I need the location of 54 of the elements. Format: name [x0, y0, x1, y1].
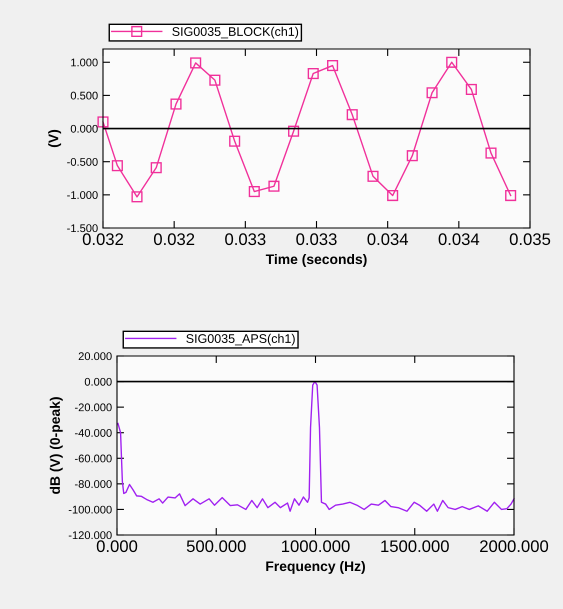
point	[170, 98, 182, 110]
y-tick-label: -40.000	[74, 428, 112, 437]
point	[327, 60, 338, 72]
y-tick-label: -0.500	[67, 158, 98, 166]
point	[209, 74, 220, 86]
y-tick-label: -60.000	[74, 454, 112, 462]
point	[268, 180, 280, 192]
point	[112, 160, 123, 172]
point	[190, 57, 202, 68]
point	[248, 186, 260, 198]
x-tick-label: 1000.000	[282, 540, 350, 552]
x-tick-label: 500.000	[186, 540, 246, 552]
x-axis-title: Time (seconds)	[266, 254, 367, 267]
point	[387, 190, 398, 202]
line-series	[117, 380, 515, 512]
point	[367, 170, 379, 182]
y-tick-label: -120.000	[68, 531, 112, 540]
x-tick-label: 0.032	[154, 233, 194, 246]
point	[150, 162, 162, 174]
x-tick-label: 0.035	[510, 233, 550, 246]
x-tick-label: 0.034	[367, 233, 408, 246]
x-tick-label: 0.032	[82, 233, 124, 246]
point	[446, 56, 458, 68]
point	[131, 191, 143, 202]
y-axis-title: (V)	[48, 130, 62, 148]
y-tick-label: 1.000	[71, 58, 98, 66]
y-axis-title: dB (V) (0-peak)	[50, 397, 63, 494]
y-tick-label: 20.000	[78, 352, 112, 360]
x-tick-label: 0.033	[225, 233, 266, 246]
point	[346, 109, 358, 120]
y-tick-label: -80.000	[74, 480, 112, 488]
x-tick-label: 2000.000	[480, 540, 548, 552]
point	[485, 148, 497, 159]
legend-label: SIG0035_BLOCK(ch1)	[172, 26, 298, 38]
y-tick-label: 0.000	[84, 378, 112, 386]
y-tick-label: -1.000	[67, 191, 98, 199]
point	[229, 136, 240, 147]
x-tick-label: 0.033	[296, 233, 337, 246]
point	[406, 150, 418, 162]
x-tick-label: 0.000	[96, 540, 138, 552]
y-tick-label: -1.500	[67, 224, 98, 232]
y-tick-label: -100.000	[68, 506, 112, 514]
point	[466, 84, 477, 95]
point	[288, 126, 300, 137]
y-tick-label: 0.000	[70, 124, 98, 133]
legend-label: SIG0035_APS(ch1)	[186, 334, 295, 346]
y-tick-label: 0.500	[70, 92, 98, 100]
x-tick-label: 1500.000	[381, 540, 449, 552]
point	[505, 190, 516, 202]
point	[426, 87, 438, 98]
y-tick-label: -20.000	[74, 403, 112, 412]
point	[308, 68, 319, 80]
x-tick-label: 0.034	[438, 233, 480, 246]
x-axis-title: Frequency (Hz)	[266, 560, 365, 574]
